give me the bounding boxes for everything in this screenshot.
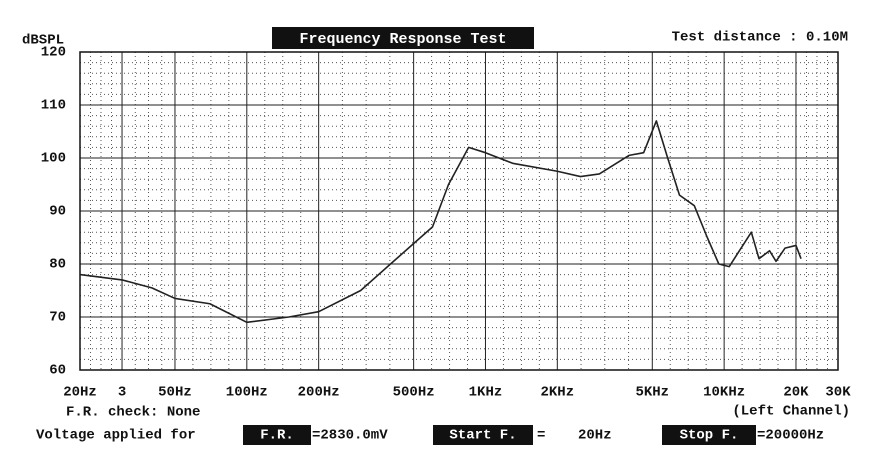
- fr-value: =2830.0mV: [312, 428, 388, 444]
- x-tick-label: 5KHz: [635, 385, 669, 401]
- voltage-label: Voltage applied for: [36, 428, 196, 444]
- y-tick-label: 80: [49, 257, 66, 273]
- y-tick-label: 70: [49, 310, 66, 326]
- stop-box: [662, 425, 756, 445]
- fr-box: [243, 425, 311, 445]
- y-tick-label: 60: [49, 363, 66, 379]
- x-tick-label: 20K: [783, 385, 809, 401]
- y-tick-label: 120: [41, 45, 66, 61]
- x-tick-label: 30K: [825, 385, 851, 401]
- x-tick-label: 2KHz: [541, 385, 575, 401]
- title-box: [272, 27, 534, 49]
- y-axis-label: dBSPL: [22, 33, 64, 49]
- x-tick-label: 1KHz: [469, 385, 503, 401]
- response-line: [79, 120, 802, 324]
- stop-label: Stop F.: [680, 428, 739, 444]
- x-tick-label: 500Hz: [393, 385, 435, 401]
- start-eq: =: [537, 428, 545, 444]
- y-tick-label: 110: [41, 98, 66, 114]
- x-tick-label: 100Hz: [226, 385, 268, 401]
- fr-label: F.R.: [260, 428, 294, 444]
- right-note: (Left Channel): [732, 404, 850, 420]
- y-tick-label: 90: [49, 204, 66, 220]
- start-value: 20Hz: [578, 428, 612, 444]
- left-note: F.R. check: None: [66, 405, 200, 421]
- x-tick-label: 20Hz: [63, 385, 97, 401]
- x-tick-label: 3: [118, 385, 126, 401]
- x-tick-label: 200Hz: [298, 385, 340, 401]
- subtitle: Test distance : 0.10M: [672, 30, 848, 46]
- plot-frame: [79, 51, 839, 371]
- stop-value: =20000Hz: [757, 428, 824, 444]
- y-tick-label: 100: [41, 151, 66, 167]
- chart-title: Frequency Response Test: [299, 31, 506, 48]
- start-box: [433, 425, 533, 445]
- x-tick-label: 10KHz: [703, 385, 745, 401]
- x-tick-label: 50Hz: [158, 385, 192, 401]
- start-label: Start F.: [449, 428, 516, 444]
